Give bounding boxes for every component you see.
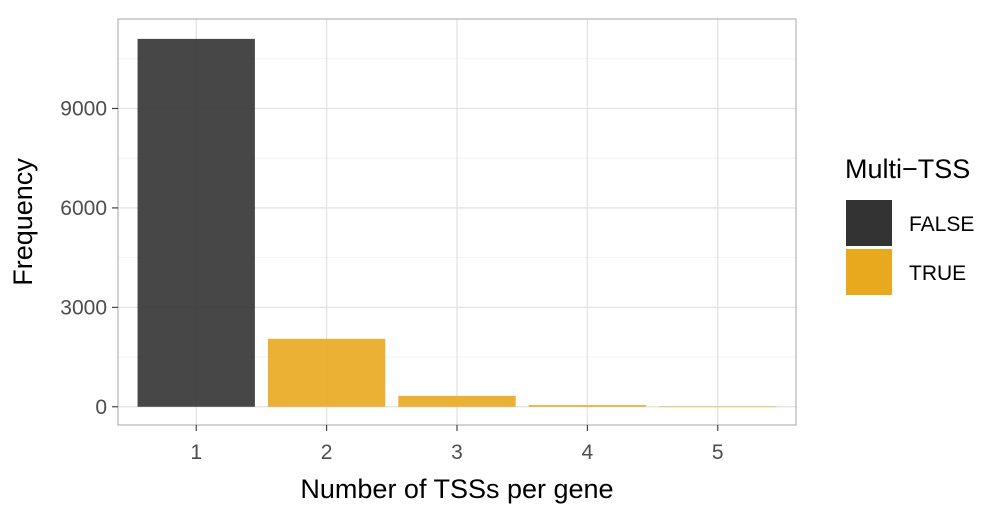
x-axis-title: Number of TSSs per gene [300,474,613,504]
legend-label-false: FALSE [909,213,974,236]
bar-2 [267,338,386,407]
y-tick-label: 6000 [60,197,107,220]
y-tick-label: 9000 [60,97,107,120]
y-tick-label: 3000 [60,296,107,319]
x-axis-ticks: 1 2 3 4 5 [190,425,724,464]
y-tick-label: 0 [95,396,107,419]
x-tick-label: 4 [582,441,594,464]
bar-1 [137,38,255,407]
x-tick-label: 3 [451,441,463,464]
legend: Multi−TSS FALSE TRUE [845,154,974,295]
x-tick-label: 2 [321,441,333,464]
bar-3 [398,395,516,407]
legend-key-true [846,249,892,295]
bar-4 [528,405,647,407]
y-axis-ticks: 0 3000 6000 9000 [60,97,118,419]
x-tick-label: 1 [190,441,202,464]
bars [137,38,777,408]
legend-title: Multi−TSS [845,154,970,184]
x-tick-label: 5 [712,441,724,464]
bar-5 [659,406,777,408]
legend-label-true: TRUE [909,262,966,285]
legend-key-false [846,200,892,246]
y-axis-title: Frequency [8,158,38,286]
